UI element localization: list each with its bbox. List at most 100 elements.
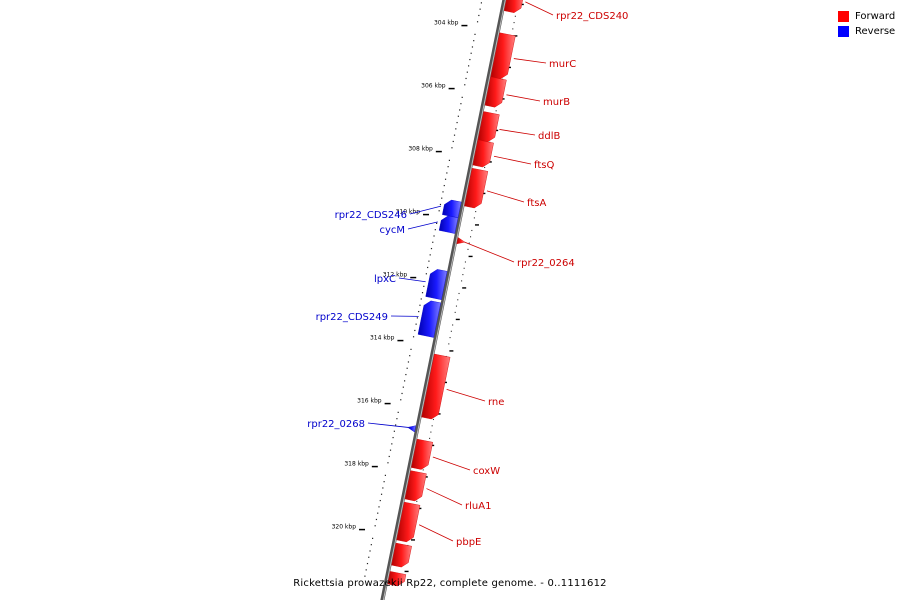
minor-tick <box>442 191 444 193</box>
right-minor-tick <box>429 437 431 439</box>
minor-tick <box>380 493 383 495</box>
gene-label-rne: rne <box>488 397 504 408</box>
gene-label-leader <box>367 422 409 428</box>
minor-tick <box>456 121 458 124</box>
legend-reverse: Reverse <box>838 24 895 39</box>
gene-lpxC-arrow <box>425 269 448 300</box>
right-minor-tick <box>454 311 456 313</box>
minor-tick <box>395 424 397 426</box>
minor-tick <box>389 449 392 451</box>
minor-tick <box>369 550 371 552</box>
right-minor-tick <box>458 292 460 295</box>
minor-tick <box>446 172 448 174</box>
gene-label-pbpE: pbpE <box>456 537 481 548</box>
minor-tick <box>379 499 381 502</box>
minor-tick <box>400 399 402 401</box>
minor-tick <box>436 222 438 224</box>
minor-tick <box>471 46 474 48</box>
gene-rpr22_CDS240-arrow <box>503 0 523 13</box>
gene-label-rpr22_0264: rpr22_0264 <box>517 258 575 269</box>
minor-tick <box>421 292 424 294</box>
gene-ddlB-arrow <box>477 111 500 143</box>
minor-tick <box>377 512 379 514</box>
gene-rluA1-arrow <box>404 470 427 502</box>
backbone-highlight <box>382 0 506 600</box>
gene-label-rpr22_0268: rpr22_0268 <box>307 419 365 430</box>
minor-tick <box>466 71 468 73</box>
gene-murC-arrow <box>490 32 516 80</box>
minor-tick <box>476 21 479 23</box>
gene-cycM-arrow <box>438 215 459 234</box>
gene-label-lpxC: lpxC <box>374 274 396 285</box>
minor-tick <box>427 266 429 269</box>
tick-label: 306 kbp <box>421 83 446 90</box>
legend-forward-label: Forward <box>855 11 896 22</box>
gene-label-leader <box>513 58 547 64</box>
gene-label-murC: murC <box>549 59 576 70</box>
right-minor-tick <box>468 242 470 244</box>
right-minor-tick <box>430 431 432 433</box>
right-minor-tick <box>475 211 477 213</box>
right-minor-tick <box>422 469 424 471</box>
gene-label-leader <box>464 241 515 263</box>
right-minor-tick <box>469 236 472 238</box>
right-minor-tick <box>514 15 516 17</box>
minor-tick <box>444 178 447 180</box>
axis-ticks: 304 kbp 306 kbp 308 kbp 310 kbp 312 kbp 314 k… <box>332 2 524 584</box>
right-minor-tick <box>449 337 451 339</box>
minor-tick <box>453 134 456 136</box>
right-minor-tick <box>513 22 515 24</box>
gene-label-ftsQ: ftsQ <box>534 160 554 171</box>
minor-tick <box>479 8 481 10</box>
minor-tick <box>461 96 463 98</box>
gene-labels: rpr22_CDS240 murC murB ddlB ftsQ ftsA rpr22_CD… <box>307 1 628 548</box>
minor-tick <box>372 537 374 539</box>
gene-label-leader <box>432 456 471 471</box>
minor-tick <box>402 386 404 388</box>
minor-tick <box>384 474 387 476</box>
right-minor-tick <box>432 418 434 421</box>
minor-tick <box>405 373 407 376</box>
backbone-line <box>380 0 507 600</box>
minor-tick <box>457 115 459 117</box>
right-minor-tick <box>473 217 475 219</box>
right-minor-tick <box>471 229 473 232</box>
minor-tick <box>468 65 470 67</box>
minor-tick <box>478 14 480 17</box>
minor-tick <box>447 166 449 168</box>
gene-label-rpr22_CDS246: rpr22_CDS246 <box>335 210 407 221</box>
minor-tick <box>474 33 476 35</box>
gene-label-leader <box>506 94 541 102</box>
minor-tick <box>391 443 393 445</box>
minor-tick <box>455 128 457 130</box>
gene-label-ddlB: ddlB <box>538 131 560 142</box>
legend-forward: Forward <box>838 9 895 24</box>
minor-tick <box>375 518 378 521</box>
gene-label-leader <box>525 1 554 16</box>
gene-label-rluA1: rluA1 <box>465 501 491 512</box>
minor-tick <box>414 329 416 332</box>
minor-tick <box>409 355 411 357</box>
gene-murB-arrow <box>484 76 507 108</box>
minor-tick <box>434 229 436 231</box>
minor-tick <box>418 310 420 313</box>
gene-label-murB: murB <box>543 97 570 108</box>
gene-label-leader <box>398 277 426 283</box>
minor-tick <box>416 317 419 319</box>
minor-tick <box>370 544 372 546</box>
right-minor-tick <box>463 267 465 269</box>
gene-label-leader <box>486 190 525 203</box>
reverse-swatch <box>838 26 849 37</box>
gene-label-leader <box>446 388 486 402</box>
minor-tick <box>448 159 451 161</box>
minor-tick <box>364 575 366 577</box>
gene-label-leader <box>409 205 442 215</box>
gene-coxW-arrow <box>411 438 434 470</box>
right-minor-tick <box>462 274 464 276</box>
minor-tick <box>406 367 408 369</box>
minor-tick <box>469 58 471 61</box>
gene-label-leader <box>418 524 454 542</box>
right-minor-tick <box>416 500 418 502</box>
minor-tick <box>460 103 462 105</box>
minor-tick <box>396 418 398 420</box>
